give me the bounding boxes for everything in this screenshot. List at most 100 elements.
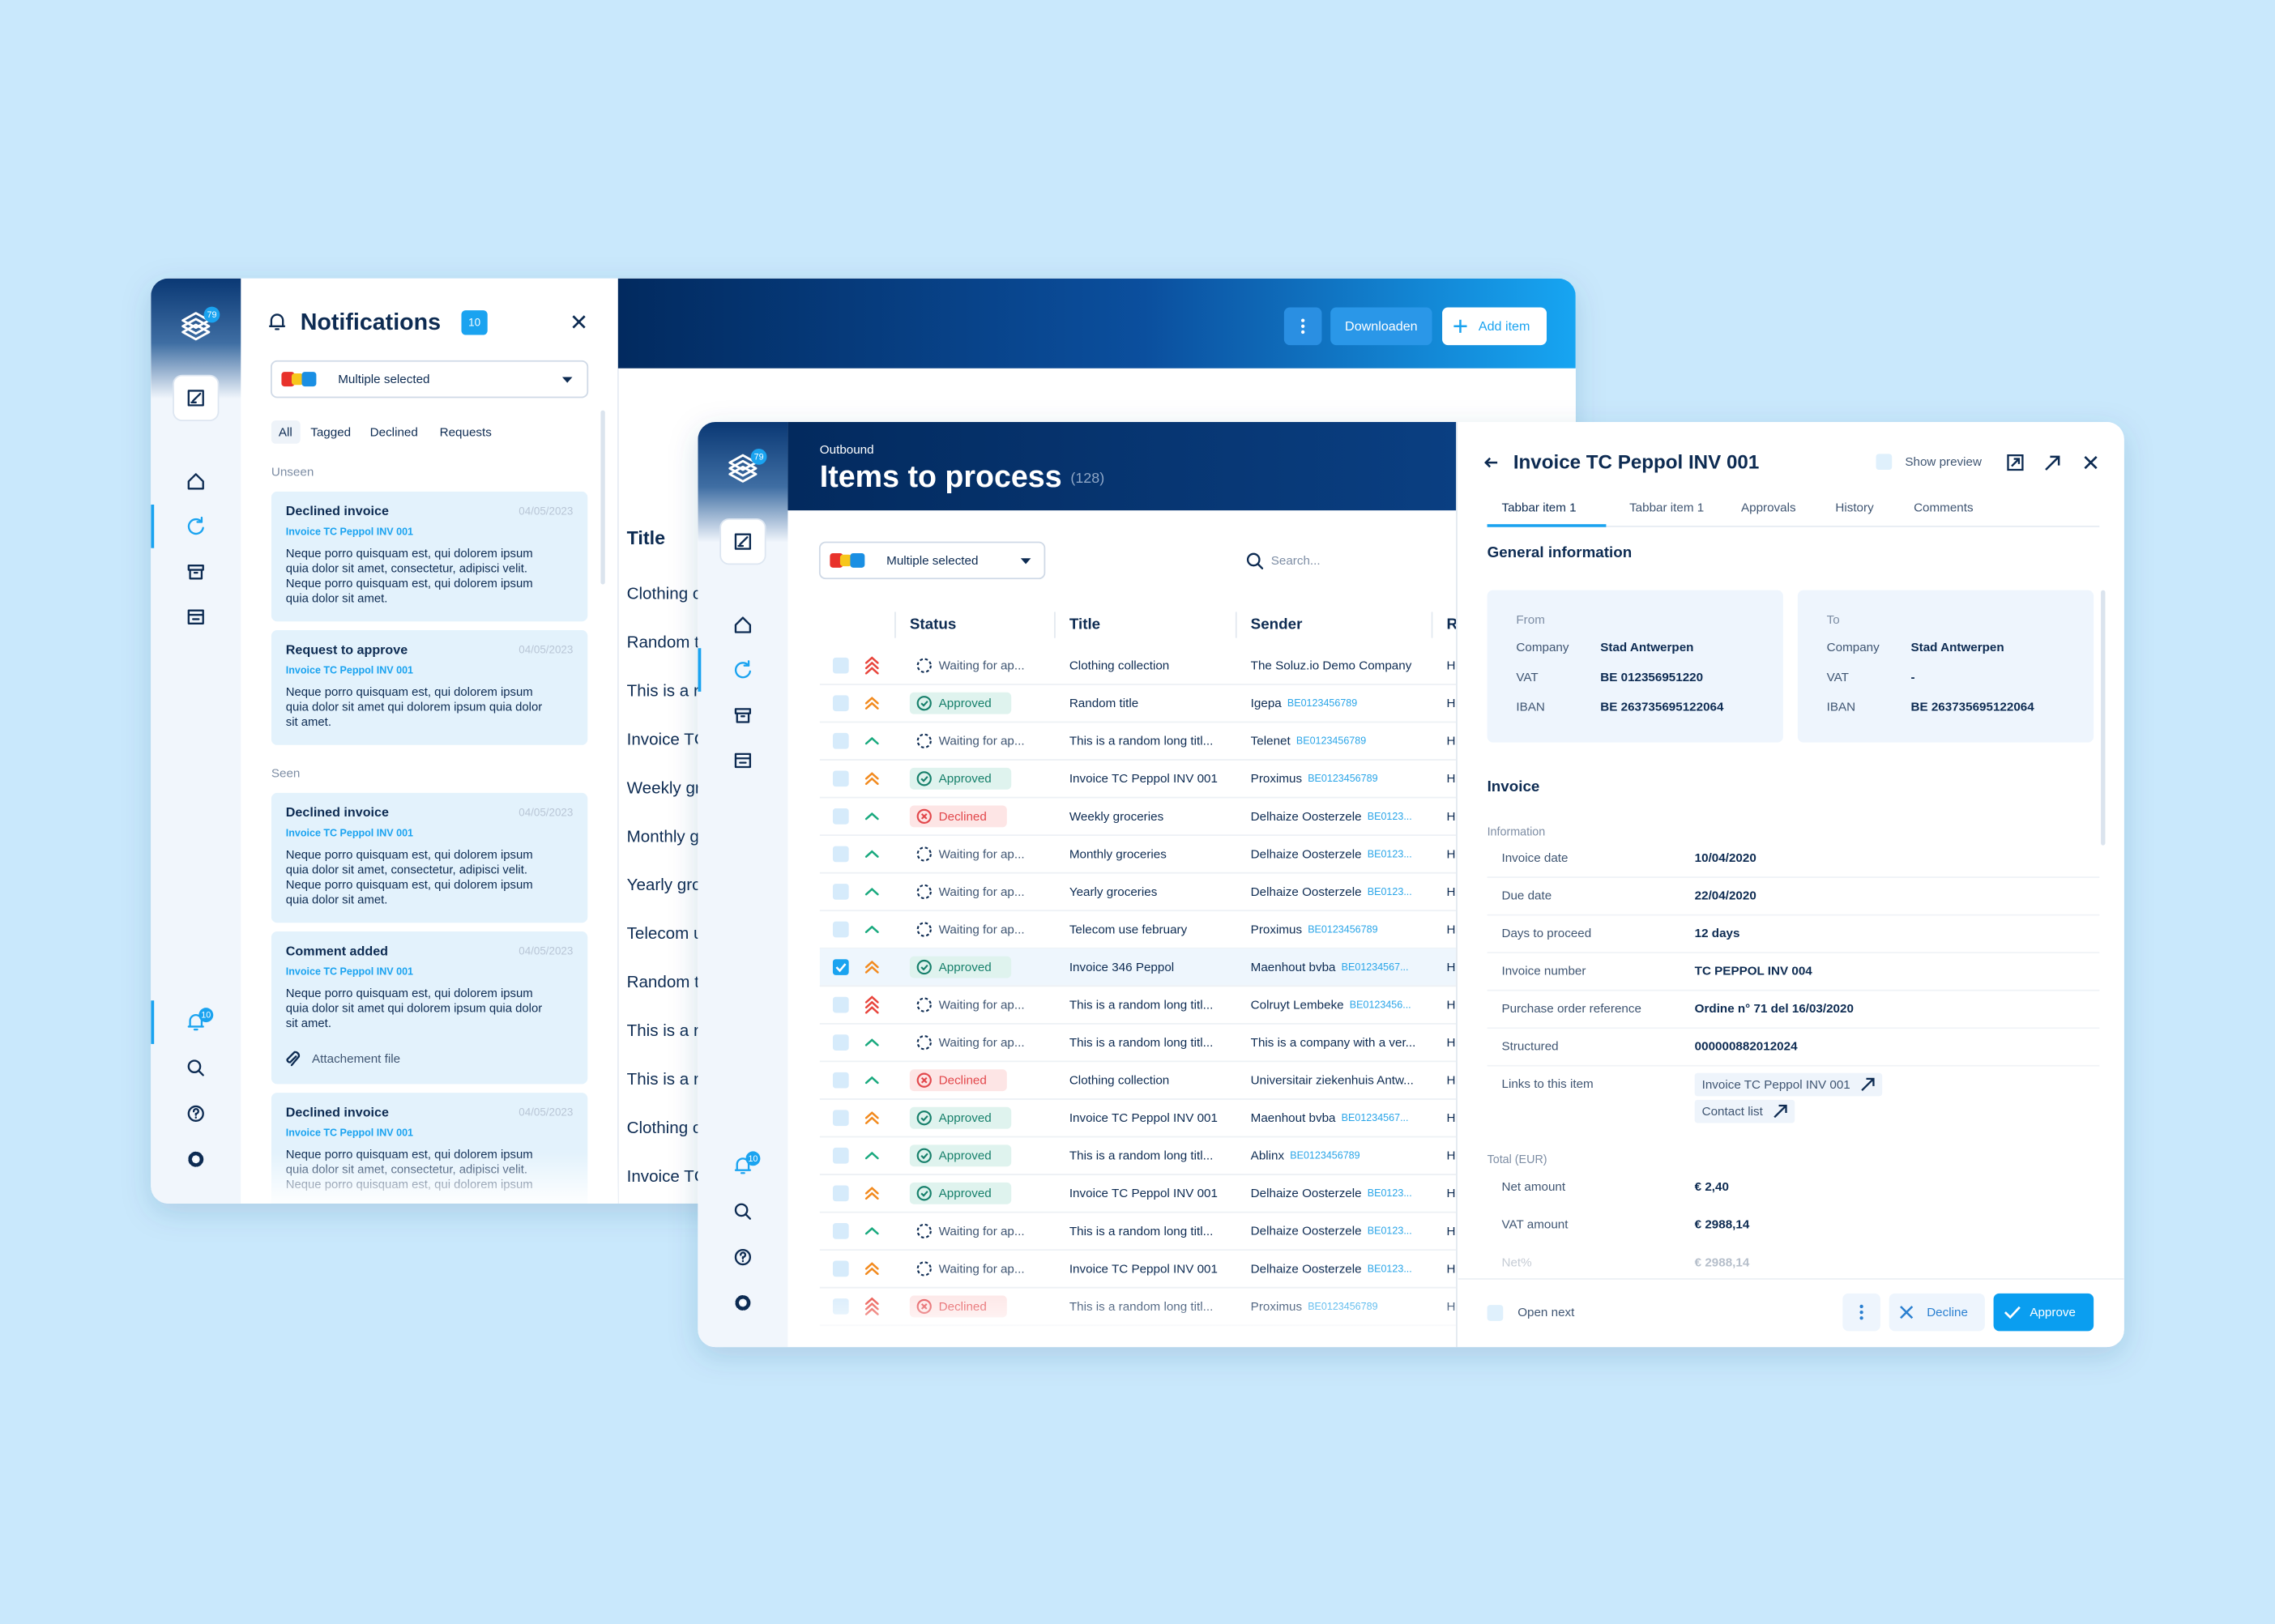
filter-dropdown[interactable] (270, 360, 589, 399)
status-icon-glyph (920, 1153, 928, 1160)
search-input[interactable]: Search... (1271, 554, 1321, 568)
sender-id: BE0123456789 (1290, 1150, 1359, 1162)
sender-cell: Delhaize Oosterzele BE0123... (1251, 847, 1412, 861)
checkbox[interactable] (832, 884, 849, 900)
priority-chevron (864, 1191, 879, 1200)
open-button[interactable] (2045, 455, 2060, 471)
checkbox[interactable] (832, 921, 849, 938)
r-cell: H (1446, 1149, 1455, 1163)
section-title: General information (1488, 543, 1633, 561)
priority-chevron (864, 965, 879, 974)
search-icon-part (745, 1213, 752, 1220)
detail-tab[interactable]: Tabbar item 1 (1501, 501, 1576, 514)
vendor-icon (291, 373, 304, 386)
table-row[interactable]: Approved Invoice TC Peppol INV 001 Delhaiz… (819, 1182, 1457, 1213)
decline-button[interactable] (1889, 1293, 1985, 1332)
priority-chevron (864, 697, 879, 705)
status-label: Waiting for ap... (939, 885, 1025, 899)
status-icon-glyph (920, 1115, 928, 1122)
close-button[interactable] (572, 315, 586, 329)
table-row[interactable]: Declined Weekly groceries Delhaize Oosterz… (819, 805, 1457, 837)
download-button[interactable] (1330, 307, 1432, 346)
sender-cell: Igepa BE0123456789 (1251, 697, 1358, 710)
checkbox[interactable] (832, 1110, 849, 1127)
table-row[interactable]: Waiting for ap... This is a random long t… (819, 732, 1457, 761)
sender-name: Delhaize Oosterzele (1251, 847, 1362, 861)
priority-chevron (864, 1006, 879, 1014)
link-chip-bg (1694, 1099, 1795, 1123)
table-row[interactable]: Approved This is a random long titl... Abl… (819, 1144, 1457, 1175)
detail-tab[interactable]: Approvals (1741, 501, 1796, 514)
close-button[interactable] (2084, 455, 2098, 470)
checkbox[interactable] (832, 732, 849, 749)
table-row[interactable]: Waiting for ap... This is a random long t… (819, 1034, 1457, 1063)
approve-button[interactable] (1993, 1293, 2094, 1332)
table-row[interactable]: Waiting for ap... Yearly groceries Delhaiz… (819, 884, 1457, 912)
open-next-label: Open next (1517, 1306, 1575, 1319)
party-field-label: Company (1827, 641, 1880, 654)
table-row[interactable]: Waiting for ap... Telecom use february Pro… (819, 921, 1457, 949)
link-arrow (1773, 1104, 1787, 1119)
scrollbar (600, 410, 605, 585)
table-row[interactable]: Approved Invoice TC Peppol INV 001 Maenhou… (819, 1106, 1457, 1138)
sender-cell: Delhaize Oosterzele BE0123... (1251, 1262, 1412, 1276)
filter-tab[interactable]: Requests (440, 425, 493, 439)
checkbox[interactable] (832, 695, 849, 712)
detail-tab[interactable]: History (1835, 501, 1874, 514)
table-row[interactable]: Declined Clothing collection Universitair … (819, 1069, 1457, 1100)
title-cell: Invoice 346 Peppol (1069, 961, 1174, 974)
detail-tab[interactable]: Tabbar item 1 (1629, 501, 1704, 514)
table-row[interactable]: Approved Random title Igepa BE0123456789 H (819, 692, 1457, 723)
table-row[interactable]: Waiting for ap... Clothing collection The … (819, 656, 1457, 685)
priority-chevron (864, 1151, 879, 1160)
table-row[interactable]: Waiting for ap... This is a random long t… (819, 1223, 1457, 1251)
more-dot (1859, 1304, 1863, 1309)
checkbox[interactable] (832, 1223, 849, 1239)
checkbox[interactable] (832, 657, 849, 674)
title-cell: Invoice TC Peppol INV 001 (1069, 1262, 1218, 1276)
checkbox[interactable] (832, 1185, 849, 1202)
r-cell: H (1446, 999, 1455, 1012)
table-row[interactable]: Waiting for ap... This is a random long t… (819, 995, 1457, 1025)
sender-id: BE01234567... (1342, 1112, 1409, 1123)
notification-card[interactable]: Request to approve 04/05/2023 Invoice TC P… (271, 630, 588, 745)
column-header: Title (1069, 616, 1100, 633)
filter-tab[interactable]: Declined (370, 425, 418, 439)
status-pill (909, 805, 1007, 828)
table-row[interactable]: Waiting for ap... Monthly groceries Delhai… (819, 846, 1457, 874)
checkbox[interactable] (832, 1260, 849, 1277)
checkbox[interactable] (832, 1147, 849, 1164)
party-field-label: Company (1516, 641, 1569, 654)
refresh-icon-part (734, 662, 752, 679)
table-row[interactable]: Approved Invoice TC Peppol INV 001 Proximu… (819, 767, 1457, 799)
notification-card[interactable]: Declined invoice 04/05/2023 Invoice TC Pep… (271, 491, 588, 622)
filter-tab[interactable]: Tagged (310, 425, 351, 439)
fullscreen-button[interactable] (2007, 454, 2024, 471)
notification-card[interactable]: Declined invoice 04/05/2023 Invoice TC Pep… (271, 792, 588, 923)
logo: 79 (728, 449, 767, 483)
table-row[interactable]: Approved Invoice 346 Peppol Maenhout bvba B… (819, 948, 1457, 987)
help-icon (734, 1248, 752, 1266)
checkbox[interactable] (832, 770, 849, 787)
card-body: quia dolor sit amet qui dolorem ipsum qu… (286, 701, 542, 714)
detail-tab[interactable]: Comments (1914, 501, 1974, 514)
checkbox[interactable] (832, 996, 849, 1013)
checkbox[interactable] (832, 808, 849, 825)
checkbox[interactable] (832, 959, 849, 975)
checkbox[interactable] (832, 1034, 849, 1051)
back-arrow[interactable] (1484, 457, 1498, 468)
link-chip[interactable]: Contact list (1694, 1099, 1795, 1123)
party-label: To (1827, 613, 1840, 627)
open-next-checkbox[interactable] (1487, 1305, 1504, 1321)
bell-badge (745, 1151, 761, 1166)
preview-checkbox[interactable] (1876, 454, 1893, 471)
filter-tab[interactable]: All (279, 425, 292, 439)
checkbox[interactable] (832, 846, 849, 863)
field-label: Invoice number (1501, 964, 1586, 978)
filter-dropdown[interactable] (818, 541, 1046, 580)
notification-card[interactable]: Comment added 04/05/2023 Invoice TC Peppol… (271, 931, 588, 1085)
checkbox[interactable] (832, 1072, 849, 1089)
add-button[interactable] (1442, 307, 1547, 346)
link-chip[interactable]: Invoice TC Peppol INV 001 (1694, 1072, 1883, 1097)
sender-name: Delhaize Oosterzele (1251, 1187, 1362, 1200)
